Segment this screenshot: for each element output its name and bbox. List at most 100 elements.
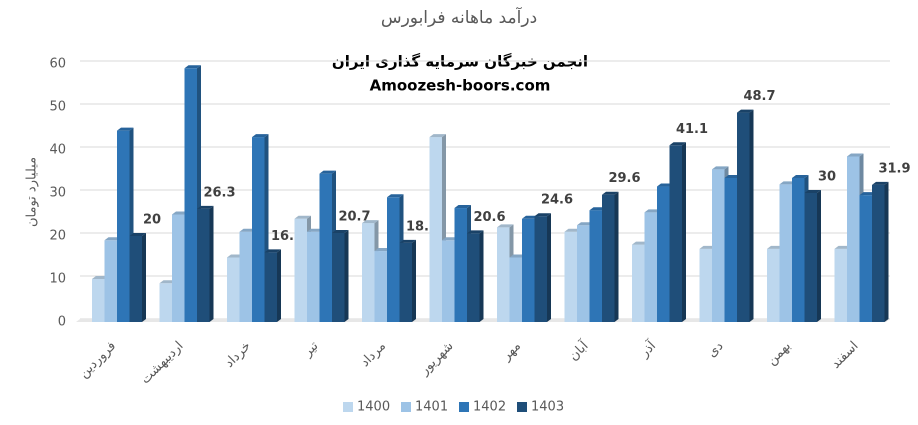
bar-top	[564, 228, 581, 232]
y-tick-label: 50	[49, 100, 66, 115]
bar-top	[804, 190, 821, 193]
x-tick-label: بهمن	[764, 339, 794, 369]
legend-label: 1402	[473, 400, 506, 415]
bar-top	[159, 280, 176, 284]
y-axis-label: میلیارد تومان	[25, 157, 40, 227]
x-tick-label: فروردین	[76, 339, 119, 382]
bar-side	[547, 213, 551, 322]
bar	[239, 231, 252, 322]
bar-top	[792, 174, 809, 178]
bar	[362, 223, 375, 322]
bar	[294, 218, 307, 322]
bar-side	[614, 191, 619, 322]
bar	[264, 252, 277, 322]
bar-top	[332, 229, 349, 233]
bar-top	[872, 181, 889, 185]
bar	[252, 137, 265, 322]
bar-side	[142, 233, 146, 322]
bar	[737, 112, 750, 322]
bar	[332, 232, 345, 322]
bar-top	[197, 205, 214, 209]
data-label: 48.7	[743, 89, 775, 104]
bar	[657, 186, 670, 322]
bar	[429, 137, 442, 322]
bar-top	[602, 191, 619, 195]
bar-top	[104, 237, 121, 241]
y-tick-label: 10	[49, 272, 66, 287]
bar	[577, 225, 590, 322]
bar	[847, 156, 860, 322]
data-label: 41.1	[676, 122, 708, 137]
bar	[602, 194, 615, 322]
bar-top	[399, 239, 416, 243]
bar-top	[497, 224, 514, 228]
bar-top	[307, 228, 324, 232]
bar	[792, 177, 805, 322]
bar-top	[767, 245, 784, 249]
bar	[387, 197, 400, 322]
bar	[724, 177, 737, 322]
bar	[534, 216, 547, 322]
bar	[767, 248, 780, 322]
legend-label: 1400	[357, 400, 390, 415]
y-tick-label: 60	[49, 57, 66, 72]
bar-side	[817, 190, 821, 322]
bar-top	[632, 241, 649, 245]
bar-top	[534, 213, 551, 217]
data-label: 20.6	[473, 210, 505, 225]
bar-top	[509, 254, 526, 258]
bar	[497, 227, 510, 322]
y-tick-label: 30	[49, 186, 66, 201]
bar-side	[209, 205, 214, 322]
bar	[399, 242, 412, 322]
bar-side	[277, 249, 281, 322]
x-tick-label: اردیبهشت	[138, 339, 186, 387]
bar-top	[319, 170, 336, 174]
x-tick-label: شهریور	[416, 339, 456, 379]
bar-top	[669, 142, 686, 146]
bar	[632, 244, 645, 322]
bar	[522, 218, 535, 322]
bar	[669, 145, 682, 322]
bar-top	[454, 205, 471, 209]
bar	[644, 212, 657, 322]
bar-top	[859, 192, 876, 196]
bar-top	[657, 183, 674, 187]
bar	[859, 195, 872, 322]
annotation: Amoozesh-boors.com	[370, 77, 551, 95]
x-tick-label: مرداد	[358, 339, 389, 370]
chart-title: درآمد ماهانه فرابورس	[381, 6, 537, 28]
x-tick-label: اسفند	[828, 339, 861, 372]
y-tick-label: 40	[49, 143, 66, 158]
y-tick-label: 20	[49, 229, 66, 244]
legend-label: 1401	[415, 400, 448, 415]
bar	[804, 193, 817, 322]
bar	[307, 231, 320, 322]
legend-swatch	[343, 402, 353, 412]
bar-top	[847, 153, 864, 157]
bar-top	[834, 245, 851, 249]
bar-top	[184, 65, 201, 69]
bar-top	[252, 134, 269, 138]
bar-top	[467, 230, 484, 234]
bar	[197, 208, 210, 322]
bar-top	[779, 181, 796, 185]
bar-top	[129, 233, 146, 236]
data-label: 31.9	[878, 161, 910, 176]
bar	[92, 279, 105, 322]
bar	[779, 184, 792, 322]
bar	[454, 208, 467, 322]
bar	[467, 233, 480, 322]
bar	[834, 248, 847, 322]
bar-top	[644, 209, 661, 213]
bar	[104, 240, 117, 322]
bar-top	[699, 245, 716, 249]
bar	[712, 169, 725, 322]
bar-side	[412, 239, 416, 322]
bar	[564, 231, 577, 322]
bar-top	[264, 249, 281, 253]
x-tick-label: آذر	[635, 336, 660, 361]
legend-swatch	[517, 402, 527, 412]
bar-top	[724, 174, 741, 178]
